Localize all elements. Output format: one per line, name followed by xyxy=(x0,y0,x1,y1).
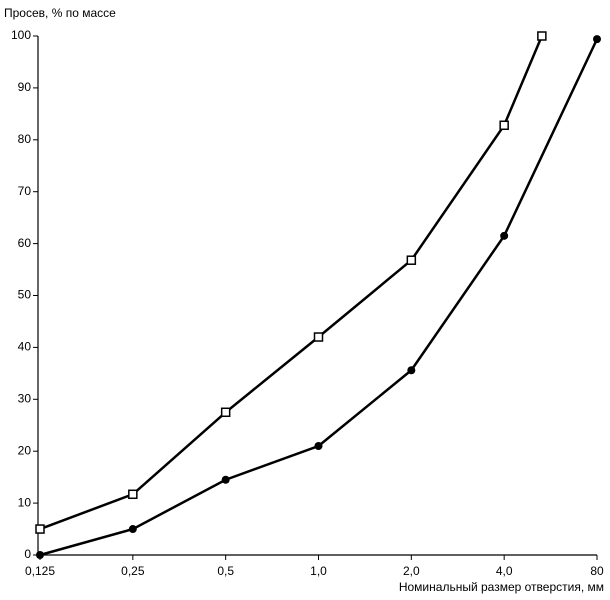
x-axis-label: Номинальный размер отверстия, мм xyxy=(399,580,604,594)
point-marker xyxy=(499,120,509,131)
point-marker xyxy=(537,31,547,41)
x-tick-label: 0,5 xyxy=(217,564,234,578)
y-tick-label: 70 xyxy=(18,184,32,198)
point-marker xyxy=(128,489,138,500)
y-tick-label: 10 xyxy=(18,495,32,509)
y-tick-label: 100 xyxy=(11,28,31,42)
point-marker xyxy=(314,442,323,451)
point-marker xyxy=(221,475,230,484)
series-line xyxy=(39,38,599,557)
point-marker xyxy=(406,255,417,265)
y-tick-label: 30 xyxy=(18,391,32,405)
point-marker xyxy=(35,524,45,534)
point-marker xyxy=(593,35,601,44)
point-marker xyxy=(220,407,231,418)
point-marker xyxy=(500,231,509,240)
x-tick-label: 1,0 xyxy=(310,564,327,578)
x-tick-label: 0,25 xyxy=(121,564,145,578)
x-tick-label: 4,0 xyxy=(496,564,513,578)
point-marker xyxy=(36,551,44,559)
point-marker xyxy=(313,332,324,342)
y-tick-label: 50 xyxy=(18,288,32,302)
x-tick-label: 80 xyxy=(590,564,604,578)
x-tick-label: 2,0 xyxy=(403,564,420,578)
point-marker xyxy=(407,366,416,375)
y-axis-label: Просев, % по массе xyxy=(4,6,116,20)
y-tick-label: 20 xyxy=(18,443,32,457)
y-tick-label: 90 xyxy=(18,80,32,94)
point-marker xyxy=(128,525,137,534)
y-tick-label: 0 xyxy=(24,547,31,561)
y-tick-label: 80 xyxy=(18,132,32,146)
y-tick-label: 60 xyxy=(18,236,32,250)
y-tick-label: 40 xyxy=(18,340,32,354)
x-tick-label: 0,125 xyxy=(25,564,55,578)
